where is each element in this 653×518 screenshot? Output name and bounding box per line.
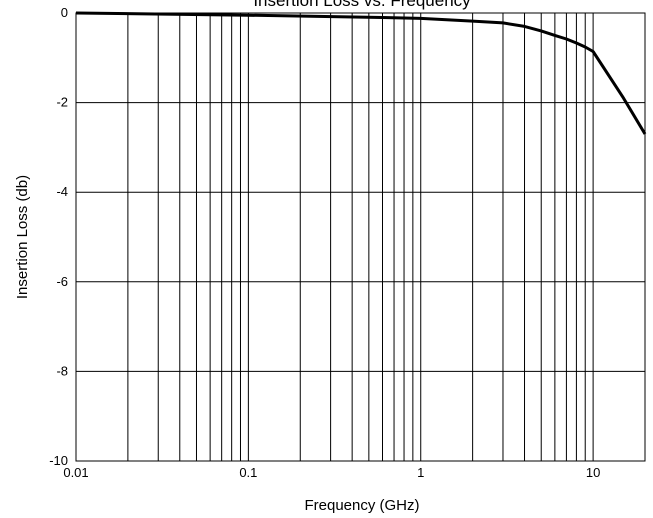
series-line xyxy=(75,11,647,135)
x-axis-label: Frequency (GHz) xyxy=(304,497,419,514)
y-tick-label: -2 xyxy=(56,95,68,110)
plot-frame xyxy=(75,12,646,462)
y-tick-label: 0 xyxy=(61,5,68,20)
series-group xyxy=(75,11,647,135)
y-tick-label: -10 xyxy=(49,453,68,468)
y-tick-label: -8 xyxy=(56,363,68,378)
x-tick-label: 10 xyxy=(586,465,600,480)
x-tick-labels: 0.01 0.1 1 10 xyxy=(63,465,600,480)
chart-title: Insertion Loss vs. Frequency xyxy=(253,0,471,10)
x-tick-label: 1 xyxy=(417,465,424,480)
y-axis-label: Insertion Loss (db) xyxy=(14,175,31,299)
x-tick-label: 0.01 xyxy=(63,465,88,480)
y-tick-label: -6 xyxy=(56,274,68,289)
grid xyxy=(76,13,645,461)
x-tick-label: 0.1 xyxy=(239,465,257,480)
y-tick-labels: 0 -2 -4 -6 -8 -10 xyxy=(49,5,68,468)
y-tick-label: -4 xyxy=(56,184,68,199)
